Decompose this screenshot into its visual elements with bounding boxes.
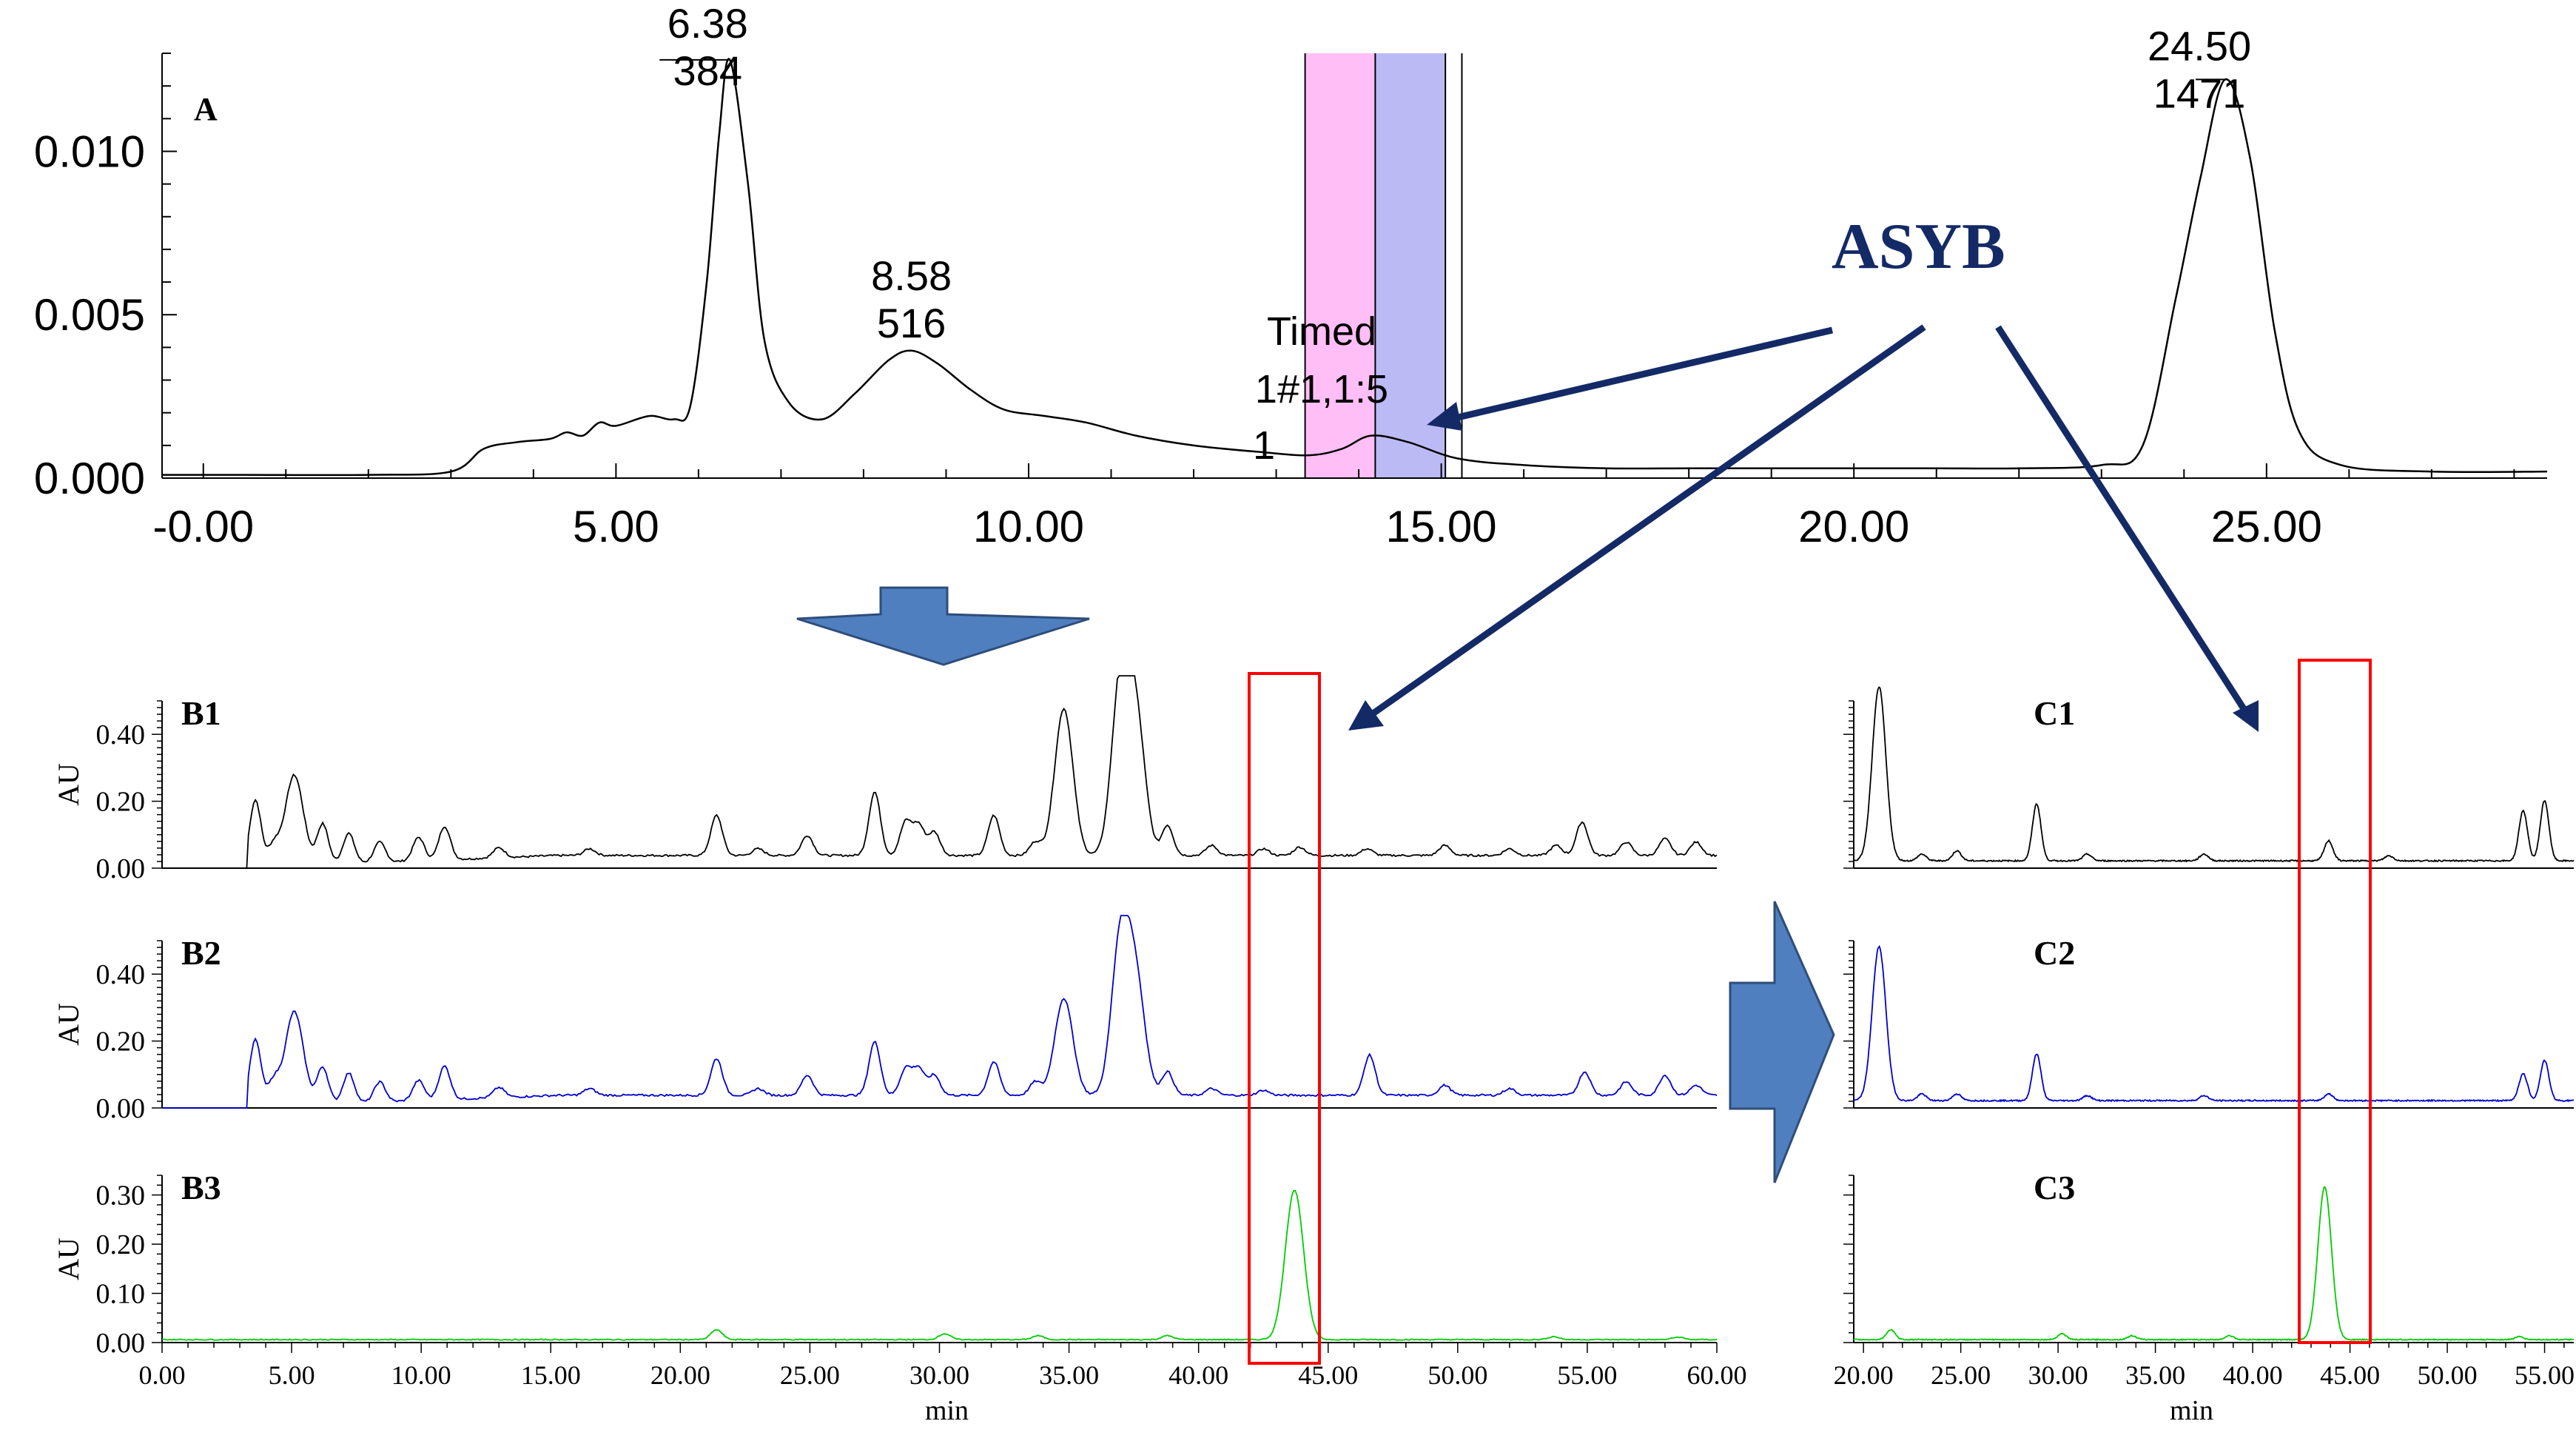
panel-label: C1: [2034, 694, 2075, 732]
chart-panel-a: -0.00 5.00 10.00 15.00 20.00 25.00 0.000 0.005 0…: [34, 0, 2548, 551]
x-tick-label: 25.00: [2211, 502, 2322, 551]
peak-count: 516: [877, 300, 946, 346]
y-tick-label: 0.10: [96, 1279, 146, 1310]
y-tick-label: 0.000: [34, 454, 145, 503]
series-line: [161, 1189, 1718, 1341]
fraction-window: [1305, 53, 1376, 478]
y-axis-label: AU: [52, 763, 85, 806]
peak-time: 8.58: [871, 252, 952, 299]
asyb-arrow-to-b1: [1362, 324, 1926, 722]
x-tick-label: 35.00: [1039, 1360, 1099, 1390]
x-tick-label: 45.00: [2320, 1360, 2380, 1390]
peak-time: 6.38: [667, 0, 748, 47]
x-tick-label: 30.00: [2028, 1360, 2088, 1390]
arrowhead-icon: [1427, 402, 1462, 431]
peak-time: 24.50: [2148, 22, 2251, 69]
y-axis-label: AU: [52, 1237, 85, 1280]
y-axis-label: AU: [52, 1003, 85, 1046]
y-tick-label: 0.00: [96, 853, 146, 884]
x-tick-label: 10.00: [391, 1360, 451, 1390]
axis-ticks-a: -0.00 5.00 10.00 15.00 20.00 25.00 0.000 0.005 0…: [34, 53, 2515, 551]
y-tick-label: 0.30: [96, 1180, 146, 1212]
x-tick-label: 0.00: [139, 1360, 186, 1390]
chart-panel-c2: C2: [1843, 934, 2575, 1109]
x-tick-label: 55.00: [2515, 1360, 2575, 1390]
panel-label: C3: [2034, 1169, 2075, 1206]
chart-panel-c1: C1: [1843, 686, 2575, 869]
panel-label: C2: [2034, 934, 2075, 972]
chart-panel-b3: 0.00 0.10 0.20 0.30 AU 0.00 5.00 10.00 15.00 20.0…: [52, 1169, 1747, 1426]
highlight-box-b: [1248, 672, 1321, 1365]
x-tick-label: 60.00: [1687, 1360, 1747, 1390]
y-tick-label: 0.010: [34, 127, 145, 176]
chromatogram-panels: 0.00 0.20 0.40 AU B1 0.00 0.20 0.40 AU B2 0.00 0.10…: [52, 675, 2575, 1426]
y-tick-label: 0.20: [96, 1229, 146, 1260]
y-tick-label: 0.005: [34, 290, 145, 340]
x-tick-label: 55.00: [1557, 1360, 1617, 1390]
x-tick-label: 45.00: [1298, 1360, 1358, 1390]
x-axis-label: min: [925, 1395, 969, 1426]
asyb-arrow-to-c1: [1995, 325, 2253, 720]
y-tick-label: 0.40: [96, 959, 146, 990]
chart-panel-c3: 20.00 25.00 30.00 35.00 40.00 45.00 50.00 55.00…: [1834, 1169, 2575, 1426]
peak-count: 384: [673, 47, 742, 94]
x-tick-label: 40.00: [2223, 1360, 2283, 1390]
x-tick-label: 50.00: [2418, 1360, 2478, 1390]
asyb-label: ASYB: [1832, 211, 2005, 283]
x-tick-label: 25.00: [1931, 1360, 1991, 1390]
y-tick-label: 0.00: [96, 1328, 146, 1359]
y-tick-label: 0.00: [96, 1093, 146, 1124]
fraction-label: 1#1,1:5: [1255, 367, 1388, 412]
series-line: [1853, 944, 2575, 1103]
x-tick-label: 10.00: [973, 502, 1084, 551]
y-tick-label: 0.20: [96, 1027, 146, 1058]
down-arrow-icon: [796, 586, 1090, 666]
chart-panel-b2: 0.00 0.20 0.40 AU B2: [52, 915, 1718, 1124]
x-tick-label: -0.00: [152, 502, 254, 551]
peak-count: 1471: [2153, 70, 2246, 116]
x-tick-label: 20.00: [650, 1360, 710, 1390]
fraction-label: Timed: [1267, 309, 1376, 354]
panel-label: B3: [181, 1169, 221, 1206]
panel-label-a: A: [194, 91, 218, 127]
series-line: [162, 915, 1718, 1109]
arrowhead-icon: [2233, 700, 2259, 732]
fraction-window: [1375, 53, 1446, 478]
panel-label: B1: [181, 694, 221, 732]
highlight-box-c: [2298, 659, 2372, 1344]
arrowhead-icon: [1348, 700, 1384, 730]
x-tick-label: 15.00: [521, 1360, 581, 1390]
y-tick-label: 0.20: [96, 787, 146, 818]
x-tick-label: 35.00: [2125, 1360, 2185, 1390]
x-tick-label: 25.00: [780, 1360, 840, 1390]
panel-label: B2: [181, 934, 221, 972]
x-axis-label: min: [2170, 1395, 2213, 1426]
series-line-a: [162, 58, 2548, 477]
asyb-arrows: [1348, 324, 2259, 732]
x-tick-label: 40.00: [1168, 1360, 1228, 1390]
x-tick-label: 15.00: [1386, 502, 1497, 551]
x-tick-label: 20.00: [1834, 1360, 1894, 1390]
x-tick-label: 50.00: [1427, 1360, 1487, 1390]
series-line: [162, 675, 1718, 869]
x-tick-label: 20.00: [1798, 502, 1909, 551]
y-tick-label: 0.40: [96, 719, 146, 750]
series-line: [1853, 686, 2575, 863]
x-tick-label: 5.00: [573, 502, 659, 551]
fraction-label: 1: [1253, 423, 1275, 468]
right-arrow-icon: [1729, 901, 1835, 1183]
asyb-arrow-to-a: [1437, 326, 1834, 426]
x-tick-label: 30.00: [909, 1360, 969, 1390]
fraction-windows: [1304, 53, 1463, 478]
x-tick-label: 5.00: [269, 1360, 315, 1390]
chart-panel-b1: 0.00 0.20 0.40 AU B1: [52, 675, 1718, 884]
series-line: [1853, 1186, 2575, 1342]
